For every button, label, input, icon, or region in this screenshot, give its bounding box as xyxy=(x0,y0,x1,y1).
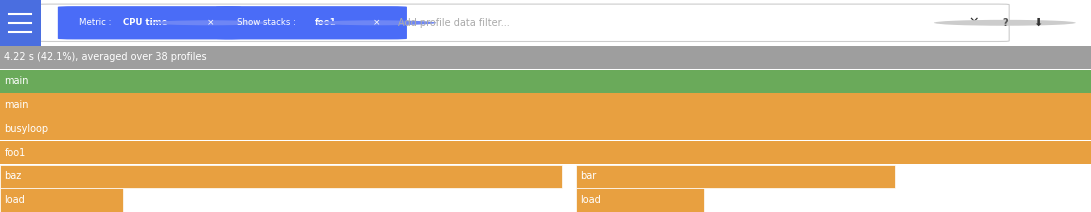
Text: Metric :: Metric : xyxy=(79,18,113,27)
Circle shape xyxy=(316,20,436,25)
Text: 4.22 s (42.1%), averaged over 38 profiles: 4.22 s (42.1%), averaged over 38 profile… xyxy=(4,52,207,63)
Text: ⬇: ⬇ xyxy=(1033,18,1042,28)
Text: foo1: foo1 xyxy=(4,148,25,158)
Bar xyxy=(0,93,1091,117)
Circle shape xyxy=(934,20,1076,26)
Circle shape xyxy=(151,20,271,25)
FancyBboxPatch shape xyxy=(216,6,407,39)
Text: main: main xyxy=(4,100,28,110)
Text: baz: baz xyxy=(4,171,22,181)
FancyBboxPatch shape xyxy=(58,6,241,39)
Text: ✕: ✕ xyxy=(968,16,979,29)
Text: Show stacks :: Show stacks : xyxy=(237,18,299,27)
Bar xyxy=(0,165,562,188)
Text: load: load xyxy=(4,195,25,205)
Bar xyxy=(0,188,123,212)
Text: bar: bar xyxy=(580,171,597,181)
Text: busyloop: busyloop xyxy=(4,124,48,134)
Bar xyxy=(0,0,41,46)
Bar xyxy=(0,70,1091,93)
Text: ?: ? xyxy=(1002,18,1008,28)
Bar xyxy=(0,141,1091,164)
Bar xyxy=(0,46,1091,69)
Text: ×: × xyxy=(373,18,380,27)
Bar xyxy=(576,188,704,212)
Bar xyxy=(0,117,1091,141)
Text: main: main xyxy=(4,76,28,86)
Text: CPU time: CPU time xyxy=(123,18,168,27)
FancyBboxPatch shape xyxy=(38,4,1009,42)
Text: ×: × xyxy=(207,18,214,27)
Text: Add profile data filter...: Add profile data filter... xyxy=(398,18,509,28)
Bar xyxy=(576,165,895,188)
Text: foo1: foo1 xyxy=(315,18,337,27)
Text: load: load xyxy=(580,195,601,205)
